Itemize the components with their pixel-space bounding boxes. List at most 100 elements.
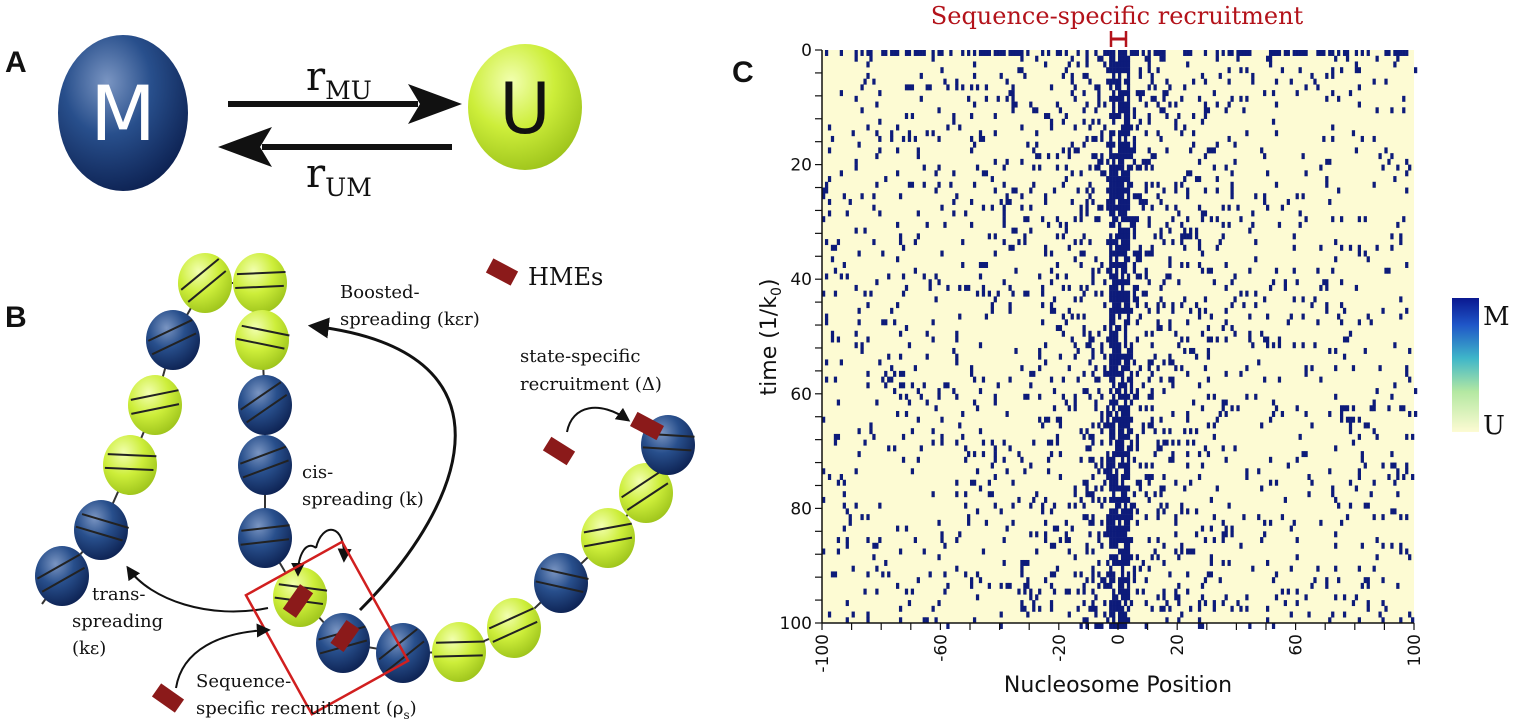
heatmap-cell: [1168, 605, 1172, 612]
heatmap-cell: [1115, 365, 1119, 372]
heatmap-cell: [1325, 302, 1329, 309]
state-specific-line1: state-specific: [520, 346, 641, 367]
heatmap-cell: [1109, 284, 1113, 291]
heatmap-cell: [1026, 582, 1030, 589]
seq-label-line1: Sequence-: [196, 671, 291, 692]
heatmap-cell: [1103, 531, 1107, 538]
panel-c-letter: C: [732, 56, 754, 89]
methylated-nucleosome: [238, 508, 292, 568]
heatmap-cell: [1117, 187, 1122, 194]
heatmap-cell: [1120, 479, 1125, 486]
heatmap-cell: [860, 514, 864, 521]
heatmap-cell: [878, 502, 882, 509]
heatmap-cell: [1159, 416, 1163, 423]
heatmap-cell: [1203, 365, 1208, 372]
heatmap-cell: [1017, 588, 1021, 595]
heatmap-cell: [1215, 244, 1219, 251]
heatmap-cell: [987, 290, 991, 297]
heatmap-cell: [1082, 72, 1086, 79]
heatmap-cell: [836, 399, 841, 406]
heatmap-cell: [836, 548, 841, 555]
heatmap-cell: [1268, 416, 1273, 423]
heatmap-cell: [1109, 78, 1113, 85]
x-tick-label: -100: [813, 634, 833, 673]
heatmap-cell: [1100, 519, 1104, 526]
heatmap-cell: [1029, 594, 1033, 601]
heatmap-cell: [1248, 330, 1252, 337]
heatmap-cell: [854, 50, 858, 56]
heatmap-cell: [1212, 600, 1216, 607]
heatmap-cell: [875, 588, 879, 595]
heatmap-cell: [1032, 439, 1036, 446]
heatmap-cell: [1254, 290, 1258, 297]
heatmap-cell: [1073, 502, 1077, 509]
heatmap-cell: [999, 508, 1003, 515]
heatmap-cell: [1337, 577, 1341, 584]
heatmap-cell: [1147, 307, 1151, 314]
heatmap-cell: [1120, 176, 1125, 183]
heatmap-cell: [1268, 479, 1273, 486]
heatmap-cell: [1076, 347, 1080, 354]
heatmap-cell: [1411, 474, 1415, 480]
heatmap-cell: [1366, 50, 1370, 56]
heatmap-cell: [878, 210, 882, 217]
heatmap-cell: [1189, 227, 1193, 234]
heatmap-cell: [1363, 462, 1367, 469]
heatmap-cell: [1126, 302, 1131, 309]
heatmap-cell: [1147, 216, 1151, 223]
dna-wrap-line: [583, 536, 633, 548]
heatmap-cell: [1109, 342, 1113, 349]
nucleosome-chain: [35, 253, 695, 683]
heatmap-cell: [1109, 273, 1113, 280]
heatmap-cell: [1390, 107, 1394, 114]
heatmap-cell: [1055, 439, 1060, 446]
heatmap-cell: [1174, 365, 1178, 372]
heatmap-cell: [1117, 531, 1122, 538]
heatmap-cell: [1138, 405, 1142, 412]
heatmap-cell: [830, 330, 835, 337]
heatmap-cell: [1091, 187, 1095, 194]
heatmap-cell: [1283, 496, 1287, 503]
heatmap-cell: [1064, 588, 1068, 595]
heatmap-cell: [1126, 462, 1131, 469]
heatmap-cell: [1120, 376, 1125, 383]
heatmap-cell: [1067, 307, 1071, 314]
heatmap-cell: [1032, 107, 1036, 114]
heatmap-cell: [1120, 537, 1125, 544]
heatmap-cell: [1106, 422, 1110, 429]
heatmap-cell: [1106, 571, 1110, 578]
heatmap-cell: [1263, 153, 1267, 160]
heatmap-cell: [1322, 50, 1326, 56]
heatmap-cell: [934, 170, 938, 177]
heatmap-cell: [1191, 399, 1196, 406]
heatmap-cell: [1088, 78, 1092, 85]
heatmap-cell: [1014, 101, 1018, 108]
heatmap-cell: [1109, 147, 1113, 154]
heatmap-cell: [1162, 50, 1166, 56]
heatmap-cell: [1088, 336, 1092, 343]
heatmap-cell: [1304, 84, 1308, 91]
heatmap-cell: [1115, 336, 1119, 343]
heatmap-cell: [1032, 605, 1036, 612]
heatmap-cell: [937, 519, 941, 526]
heatmap-cell: [1117, 537, 1122, 544]
heatmap-cell: [1076, 61, 1080, 68]
heatmap-cell: [1212, 422, 1216, 429]
heatmap-cell: [955, 78, 959, 85]
heatmap-cell: [1132, 158, 1137, 165]
heatmap-cell: [1109, 428, 1113, 435]
heatmap-cell: [1191, 130, 1196, 137]
heatmap-cell: [904, 525, 909, 532]
heatmap-cell: [1215, 336, 1219, 343]
heatmap-cell: [1005, 158, 1009, 165]
heatmap-cell: [1218, 72, 1222, 79]
heatmap-cell: [1055, 216, 1060, 223]
heatmap-cell: [1126, 107, 1131, 114]
heatmap-cell: [1085, 101, 1089, 108]
heatmap-cell: [1112, 451, 1116, 458]
heatmap-cell: [1058, 422, 1063, 429]
heatmap-cell: [1058, 416, 1063, 423]
heatmap-cell: [1058, 537, 1063, 544]
heatmap-cell: [1215, 485, 1219, 492]
heatmap-cell: [1020, 565, 1024, 572]
